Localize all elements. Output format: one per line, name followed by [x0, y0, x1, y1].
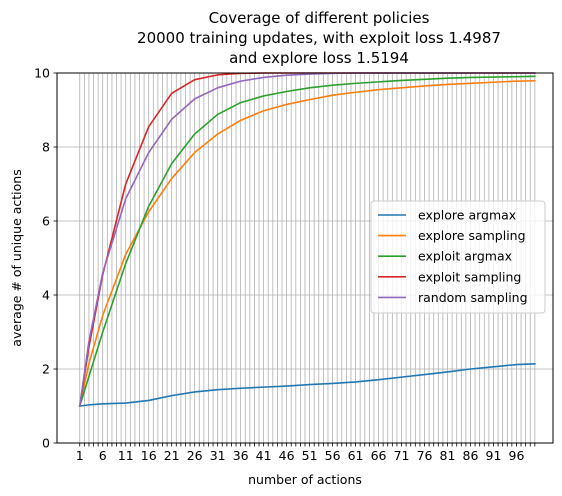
- x-tick-label: 81: [440, 448, 456, 463]
- y-tick-label: 0: [42, 436, 50, 451]
- x-tick-label: 6: [99, 448, 107, 463]
- y-tick-label: 6: [42, 214, 50, 229]
- x-axis-ticks: 1 6 11 16 21 26 31 36 41 46 51 56 61 66 71 76 81 86 91 96: [76, 443, 536, 463]
- y-axis-label: average # of unique actions: [9, 169, 24, 346]
- x-tick-label: 31: [210, 448, 226, 463]
- x-tick-label: 36: [233, 448, 249, 463]
- x-tick-label: 56: [325, 448, 341, 463]
- legend: explore argmax explore sampling exploit ar…: [370, 200, 546, 314]
- x-tick-label: 86: [463, 448, 479, 463]
- x-axis-label: number of actions: [248, 472, 362, 487]
- x-tick-label: 66: [371, 448, 387, 463]
- y-tick-label: 4: [42, 288, 50, 303]
- x-tick-label: 21: [164, 448, 180, 463]
- series-lines: [78, 72, 536, 408]
- x-tick-label: 16: [141, 448, 157, 463]
- x-tick-label: 41: [256, 448, 272, 463]
- legend-label: explore argmax: [418, 208, 516, 223]
- title-line-1: Coverage of different policies: [209, 9, 430, 27]
- legend-label: exploit sampling: [418, 269, 521, 284]
- title-line-3: and explore loss 1.5194: [229, 49, 409, 67]
- legend-label: random sampling: [418, 290, 528, 305]
- x-tick-label: 91: [486, 448, 502, 463]
- x-tick-label: 46: [279, 448, 295, 463]
- x-tick-label: 96: [509, 448, 525, 463]
- x-tick-label: 61: [348, 448, 364, 463]
- x-tick-label: 71: [394, 448, 410, 463]
- series-line-random-sampling: [78, 72, 536, 407]
- legend-box: [370, 200, 546, 314]
- x-tick-label: 51: [302, 448, 318, 463]
- series-line-explore-argmax: [78, 362, 536, 407]
- legend-label: exploit argmax: [418, 249, 512, 264]
- legend-label: explore sampling: [418, 228, 526, 243]
- title-line-2: 20000 training updates, with exploit los…: [137, 29, 501, 47]
- x-tick-label: 1: [76, 448, 84, 463]
- x-tick-label: 76: [417, 448, 433, 463]
- chart-title: Coverage of different policies 20000 tra…: [137, 9, 501, 67]
- y-tick-label: 10: [34, 66, 50, 81]
- x-tick-label: 11: [118, 448, 134, 463]
- y-tick-label: 8: [42, 140, 50, 155]
- series-line-exploit-argmax: [78, 75, 536, 408]
- y-tick-label: 2: [42, 362, 50, 377]
- x-tick-label: 26: [187, 448, 203, 463]
- y-axis-ticks: 0 2 4 6 8 10: [34, 66, 57, 451]
